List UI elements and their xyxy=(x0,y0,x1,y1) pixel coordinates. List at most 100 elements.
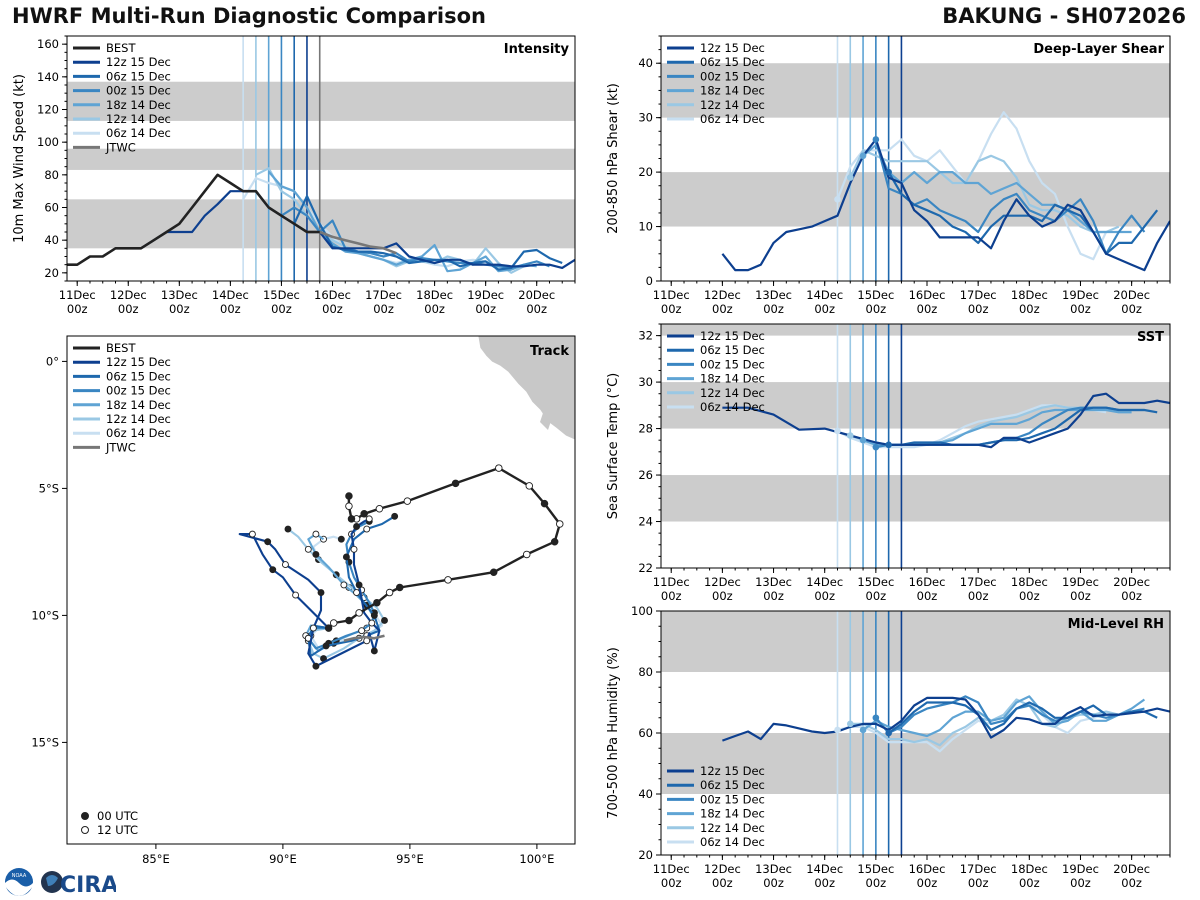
x-tick-label-day: 12Dec xyxy=(110,288,147,302)
x-tick-label-hour: 00z xyxy=(763,589,784,603)
legend-label: 18z 14 Dec xyxy=(700,372,765,386)
x-tick-label-day: 17Dec xyxy=(960,288,997,302)
run-init-marker xyxy=(834,196,841,203)
x-tick-label-hour: 00z xyxy=(373,302,394,316)
y-tick-label: 100 xyxy=(631,604,653,618)
best-marker xyxy=(345,616,353,625)
y-tick-label: 28 xyxy=(638,422,653,436)
legend-label: 06z 14 Dec xyxy=(106,126,171,140)
best-marker xyxy=(385,588,394,597)
x-tick-label-hour: 00z xyxy=(661,302,682,316)
track-marker xyxy=(337,535,345,543)
x-tick-label: 85°E xyxy=(142,852,170,866)
panel-track: 85°E 90°E 95°E 100°E0°5°S10°S15°STrackBEST1… xyxy=(31,335,576,866)
legend-label: 12z 14 Dec xyxy=(700,386,765,400)
x-tick-label-day: 16Dec xyxy=(909,575,946,589)
y-tick-label: 32 xyxy=(638,329,653,343)
x-tick-label-hour: 00z xyxy=(814,589,835,603)
y-tick-label: 22 xyxy=(638,561,653,575)
run-init-marker xyxy=(885,168,892,176)
track-marker xyxy=(340,581,348,589)
x-tick-label-day: 20Dec xyxy=(1113,862,1150,876)
figure-title: HWRF Multi-Run Diagnostic Comparison xyxy=(12,4,487,28)
best-marker xyxy=(375,504,384,513)
legend-label: 12z 15 Dec xyxy=(700,329,765,343)
x-tick-label-hour: 00z xyxy=(917,302,938,316)
legend-label: 06z 15 Dec xyxy=(106,369,171,383)
y-tick-label: 20 xyxy=(44,266,59,280)
x-tick-label-day: 20Dec xyxy=(518,288,555,302)
x-tick-label-hour: 00z xyxy=(712,876,733,890)
track-marker xyxy=(292,591,300,599)
shaded-band xyxy=(661,475,1170,522)
x-tick-label-hour: 00z xyxy=(169,302,190,316)
y-axis-label: 700-500 hPa Humidity (%) xyxy=(606,647,621,819)
x-tick-label-day: 11Dec xyxy=(653,288,690,302)
legend-label: BEST xyxy=(106,341,136,355)
x-tick-label-day: 14Dec xyxy=(806,288,843,302)
x-tick-label-hour: 00z xyxy=(1121,302,1142,316)
y-tick-label: 10 xyxy=(638,220,653,234)
series-group xyxy=(721,111,1170,272)
marker-legend-symbol xyxy=(81,812,89,820)
cira-globe-land xyxy=(46,875,58,886)
panel-title: SST xyxy=(1137,330,1164,345)
y-tick-label: 0 xyxy=(646,274,653,288)
legend-label: JTWC xyxy=(105,440,136,454)
legend-label: 18z 14 Dec xyxy=(700,807,765,821)
x-tick-label-day: 15Dec xyxy=(263,288,300,302)
x-tick-label-hour: 00z xyxy=(968,302,989,316)
x-tick-label-hour: 00z xyxy=(661,876,682,890)
x-tick-label-day: 19Dec xyxy=(1062,862,1099,876)
best-marker xyxy=(540,499,549,508)
panel-title: Intensity xyxy=(504,42,570,57)
x-tick-label-day: 17Dec xyxy=(960,862,997,876)
track-marker xyxy=(322,642,330,650)
x-tick-label-hour: 00z xyxy=(814,876,835,890)
panel-rh: 2040608010011Dec00z12Dec00z13Dec00z14Dec… xyxy=(606,604,1171,890)
track-line xyxy=(343,634,385,643)
y-tick-label: 20 xyxy=(638,848,653,862)
best-marker xyxy=(451,479,460,488)
y-axis-label: 200-850 hPa Shear (kt) xyxy=(606,83,621,234)
x-tick-label-day: 15Dec xyxy=(857,862,894,876)
x-tick-label-day: 13Dec xyxy=(161,288,198,302)
x-tick-label-hour: 00z xyxy=(1070,876,1091,890)
track-marker xyxy=(269,566,277,574)
best-marker xyxy=(495,464,503,472)
x-tick-label-hour: 00z xyxy=(712,589,733,603)
track-marker xyxy=(284,525,292,533)
x-tick-label-hour: 00z xyxy=(1019,876,1040,890)
best-marker xyxy=(324,624,333,632)
y-tick-label: 80 xyxy=(44,168,59,182)
legend-label: 12z 14 Dec xyxy=(106,112,171,126)
track-marker xyxy=(355,581,363,589)
track-marker xyxy=(304,545,312,553)
x-tick-label-day: 12Dec xyxy=(704,862,741,876)
storm-id: BAKUNG - SH072026 xyxy=(942,4,1186,28)
legend-label: 18z 14 Dec xyxy=(700,84,765,98)
series-line xyxy=(862,143,1132,234)
x-tick-label-day: 13Dec xyxy=(755,575,792,589)
x-tick-label-day: 17Dec xyxy=(960,575,997,589)
y-tick-label: 10°S xyxy=(31,608,59,622)
track-marker xyxy=(312,530,320,538)
marker-legend-label: 12 UTC xyxy=(97,823,138,837)
run-init-marker xyxy=(859,726,867,734)
best-marker xyxy=(444,576,452,584)
x-tick-label-day: 13Dec xyxy=(755,862,792,876)
x-tick-label-day: 12Dec xyxy=(704,288,741,302)
x-tick-label-hour: 00z xyxy=(917,876,938,890)
best-marker xyxy=(489,568,498,576)
track-marker xyxy=(391,512,399,520)
x-tick-label-hour: 00z xyxy=(67,302,88,316)
x-tick-label-day: 12Dec xyxy=(704,575,741,589)
x-tick-label-day: 16Dec xyxy=(909,862,946,876)
x-tick-label-hour: 00z xyxy=(763,302,784,316)
best-marker xyxy=(345,492,353,500)
legend-label: 06z 15 Dec xyxy=(700,343,765,357)
series-line xyxy=(887,171,1159,255)
legend-label: 06z 14 Dec xyxy=(106,426,171,440)
x-tick-label-day: 18Dec xyxy=(1011,575,1048,589)
y-tick-label: 0° xyxy=(46,354,59,368)
